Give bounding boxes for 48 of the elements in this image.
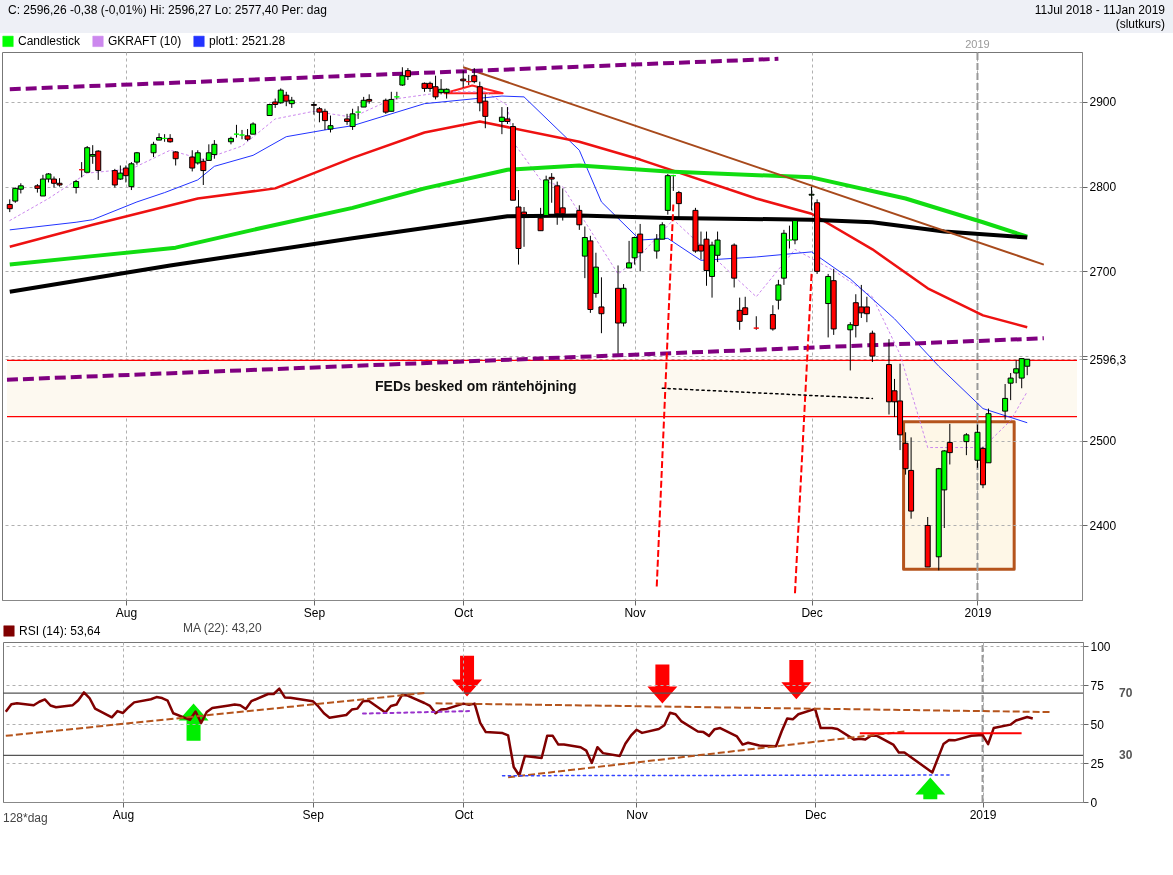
candlestick [808,186,815,211]
line-series [8,120,1029,329]
candlestick [791,220,798,245]
candlestick [1007,372,1014,401]
x-tick-label: Oct [454,605,474,620]
legend-label: GKRAFT (10) [108,34,182,49]
ref-line-label: 2019 [965,38,990,50]
x-tick-label: Nov [626,807,648,822]
y-tick-label: 50 [1090,717,1105,732]
x-tick-label: Dec [804,807,827,822]
legend-label: Candlestick [18,34,82,49]
ref-line-label: 70 [1119,686,1133,701]
candlestick [598,276,605,334]
x-tick-label: Dec [801,605,823,620]
x-tick-label: 2019 [969,807,997,822]
text: MA (22): 43,20 [183,621,263,635]
y-tick-label: 2900 [1089,95,1117,110]
x-tick-label: Nov [624,605,646,620]
y-tick-label: 100 [1090,639,1111,654]
text: (slutkurs) [1114,17,1165,31]
candlestick [167,133,174,144]
x-tick-label: Sep [303,605,326,620]
y-tick-label: 2400 [1089,518,1117,533]
legend-label: plot1: 2521.28 [209,34,286,49]
chart-subtitle: C: 2596,26 -0,38 (-0,01%) Hi: 2596,27 Lo: 2577,40 Per: dag [8,3,327,19]
x-tick-label: Aug [112,807,135,822]
candlestick [1002,383,1009,421]
legend-label: RSI (14): 53,64 [19,624,101,638]
x-tick-label: Aug [115,605,138,620]
y-tick-label: 2800 [1089,180,1117,195]
x-tick-label: 2019 [964,605,992,620]
line-series [4,687,1035,777]
ref-line-label: 30 [1119,748,1133,763]
x-tick-label: Sep [302,807,325,822]
y-tick-label: 75 [1090,678,1105,693]
annotation: FEDs besked om räntehöjning [375,378,577,394]
y-tick-label: 25 [1090,756,1105,771]
text: 11Jul 2018 - 11Jan 2019 [1034,3,1165,17]
y-tick-label: 2500 [1089,434,1117,449]
y-tick-label: 0 [1090,795,1098,810]
line-series [7,163,1030,267]
text: 128*dag [3,811,48,825]
x-tick-label: Oct [454,807,474,822]
y-tick-label: 2700 [1089,264,1117,279]
y-tick-label: 2596,3 [1089,352,1127,367]
candlestick [156,132,163,141]
candlestick [963,432,970,456]
candlestick [769,304,776,332]
